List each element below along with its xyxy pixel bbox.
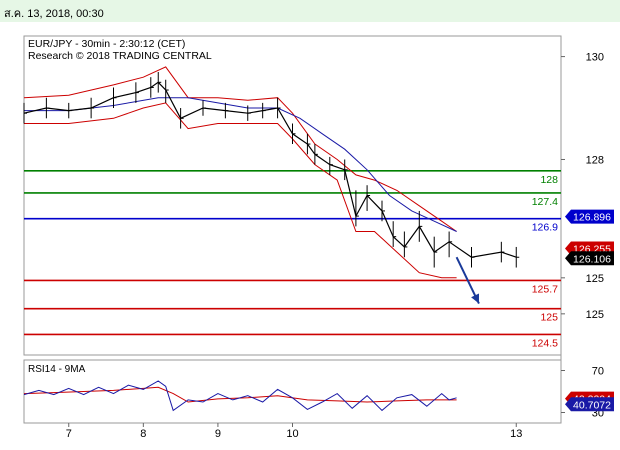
level-label: 125 xyxy=(540,312,558,324)
price-tag-label: 126.896 xyxy=(573,212,611,224)
rsi-tag-box xyxy=(565,397,614,412)
time-axis-tick-label: 7 xyxy=(66,428,72,440)
timestamp: ส.ค. 13, 2018, 00:30 xyxy=(4,8,104,20)
rsi-tag-label: 40.7072 xyxy=(573,399,611,411)
level-label: 126.9 xyxy=(532,222,558,234)
price-tag-label: 126.106 xyxy=(573,253,611,265)
chart-title: EUR/JPY - 30min - 2:30:12 (CET) xyxy=(28,38,185,50)
rsi-title: RSI14 - 9MA xyxy=(28,364,86,375)
time-axis-tick-label: 13 xyxy=(510,428,522,440)
price-layer: 128 127.4 126.9 125.7 125 124.5 xyxy=(23,66,561,349)
price-tag-box xyxy=(565,209,614,224)
forecast-arrow-head xyxy=(471,293,479,304)
level-label: 125.7 xyxy=(532,283,558,295)
time-axis-tick-label: 8 xyxy=(140,428,146,440)
level-label: 124.5 xyxy=(532,337,558,349)
rsi-panel-frame xyxy=(23,359,562,424)
price-line xyxy=(23,81,517,258)
rsi-axis-tick-label: 70 xyxy=(592,366,604,378)
time-axis-tick-label: 9 xyxy=(215,428,221,440)
price-axis-tick-label: 125 xyxy=(586,273,604,285)
axis-layer: 130128125125126.896126.255126.106703042.… xyxy=(66,52,614,440)
chart-subtitle: Research © 2018 TRADING CENTRAL xyxy=(28,50,212,62)
price-panel-frame xyxy=(23,35,562,356)
bollinger-lower xyxy=(24,102,457,279)
time-axis-tick-label: 10 xyxy=(286,428,298,440)
rsi-ma-line xyxy=(23,386,457,403)
price-axis-tick-label: 125 xyxy=(586,309,604,321)
price-tag-box xyxy=(565,251,614,266)
price-axis-tick-label: 128 xyxy=(586,154,604,166)
header-bar: ส.ค. 13, 2018, 00:30 xyxy=(0,0,620,22)
rsi-line xyxy=(23,380,457,412)
rsi-layer xyxy=(23,380,457,412)
price-axis-tick-label: 130 xyxy=(586,52,604,64)
level-label: 128 xyxy=(540,174,558,186)
level-label: 127.4 xyxy=(532,196,558,208)
bollinger-upper xyxy=(23,66,457,232)
